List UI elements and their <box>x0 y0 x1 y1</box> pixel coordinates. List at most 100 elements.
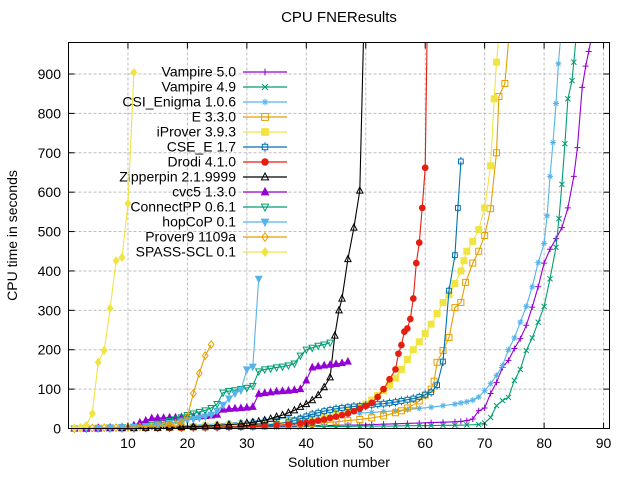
marker-cross <box>404 422 411 429</box>
marker-diamond-filled <box>130 67 138 78</box>
legend-entry: Vampire 5.0 <box>162 64 287 80</box>
marker-square-open <box>451 304 459 312</box>
marker-plus <box>440 419 447 426</box>
marker-cross <box>392 423 399 430</box>
marker-diamond-open <box>177 417 185 427</box>
marker-cross <box>569 77 575 84</box>
marker-triangle-up-filled <box>236 403 245 412</box>
marker-diamond-open <box>160 420 168 430</box>
marker-triangle-up-open <box>308 395 317 404</box>
marker-square-filled <box>475 226 483 234</box>
x-tick-label: 20 <box>180 435 196 451</box>
marker-triangle-up-filled <box>242 402 251 411</box>
marker-cross <box>487 414 494 421</box>
marker-square-filled <box>487 162 495 170</box>
x-tick-label: 60 <box>417 435 433 451</box>
legend-entry: iProver 3.9.3 <box>157 124 287 140</box>
marker-cross <box>440 422 446 429</box>
marker-plus <box>457 418 464 425</box>
marker-asterisk <box>487 380 494 387</box>
marker-square-open <box>433 358 441 366</box>
marker-triangle-down-open <box>225 388 233 396</box>
legend-label: ConnectPP 0.6.1 <box>130 199 236 215</box>
marker-triangle-up-open <box>355 185 364 194</box>
chart-title: CPU FNEResults <box>281 9 397 26</box>
marker-asterisk <box>523 303 530 310</box>
marker-cross <box>493 402 500 409</box>
marker-square-filled <box>415 338 423 346</box>
marker-plus <box>574 144 581 151</box>
marker-circle-filled <box>418 204 426 212</box>
marker-plus <box>493 379 500 386</box>
legend-entry: Vampire 4.9 <box>162 79 287 95</box>
marker-triangle-up-open <box>349 222 358 231</box>
marker-asterisk <box>550 139 557 146</box>
marker-circle-filled <box>412 259 420 267</box>
marker-triangle-up-filled <box>135 417 144 426</box>
marker-diamond-open <box>112 423 120 433</box>
marker-diamond-open <box>88 423 96 433</box>
marker-triangle-up-open <box>302 399 311 408</box>
marker-asterisk <box>428 404 435 411</box>
marker-square-open <box>415 397 423 405</box>
x-axis-label: Solution number <box>288 454 390 470</box>
marker-triangle-down-filled <box>242 366 251 375</box>
marker-diamond-open <box>172 419 179 429</box>
marker-square-filled <box>421 330 429 338</box>
marker-triangle-down-open <box>284 362 293 371</box>
marker-asterisk <box>368 409 375 416</box>
marker-plus <box>416 419 423 426</box>
marker-triangle-down-open <box>278 363 287 372</box>
legend-entry: E 3.3.0 <box>192 109 287 125</box>
marker-cross <box>529 335 536 341</box>
marker-square-filled <box>460 257 468 265</box>
marker-square-filled <box>463 247 471 255</box>
marker-square-filled <box>397 365 405 373</box>
marker-triangle-up-filled <box>284 385 293 394</box>
marker-triangle-down-filled <box>219 401 228 410</box>
marker-plus <box>535 283 542 290</box>
marker-diamond-filled <box>112 256 120 266</box>
y-tick-label: 400 <box>38 263 62 279</box>
marker-square-filled <box>439 298 447 306</box>
marker-cross <box>541 303 548 310</box>
marker-triangle-down-filled <box>260 218 270 228</box>
marker-triangle-down-filled <box>213 407 222 416</box>
marker-plus <box>475 407 482 414</box>
marker-triangle-up-open <box>320 382 329 391</box>
marker-triangle-down-open <box>177 414 186 423</box>
marker-diamond-filled <box>88 408 96 419</box>
marker-diamond-open <box>136 422 144 432</box>
y-tick-label: 300 <box>38 302 62 318</box>
marker-triangle-up-filled <box>230 403 239 412</box>
marker-plus <box>356 421 363 428</box>
marker-triangle-up-filled <box>254 389 263 397</box>
marker-circle-filled <box>285 421 292 428</box>
marker-diamond-open <box>261 231 269 243</box>
marker-cross <box>556 215 562 222</box>
marker-asterisk <box>440 402 447 409</box>
marker-asterisk <box>535 259 542 266</box>
marker-circle-filled <box>398 341 405 349</box>
marker-cross <box>505 394 512 401</box>
marker-triangle-down-filled <box>207 411 216 420</box>
marker-square-open <box>469 259 477 267</box>
marker-diamond-open <box>183 412 191 422</box>
marker-triangle-up-filled <box>165 412 174 421</box>
marker-cross <box>562 140 568 147</box>
marker-circle-filled <box>362 402 370 410</box>
marker-triangle-down-open <box>320 341 329 350</box>
marker-plus <box>541 260 548 267</box>
marker-plus <box>451 418 458 425</box>
marker-cross <box>463 422 470 428</box>
marker-triangle-down-filled <box>195 414 204 423</box>
x-tick-label: 70 <box>477 435 493 451</box>
marker-triangle-down-open <box>266 365 275 374</box>
marker-diamond-filled <box>76 422 84 432</box>
y-tick-label: 500 <box>38 224 62 240</box>
marker-plus <box>505 357 512 364</box>
series-prover9-1109a <box>70 340 215 434</box>
marker-cross <box>261 83 269 91</box>
marker-square-open <box>439 347 447 355</box>
marker-triangle-up-filled <box>225 404 233 412</box>
